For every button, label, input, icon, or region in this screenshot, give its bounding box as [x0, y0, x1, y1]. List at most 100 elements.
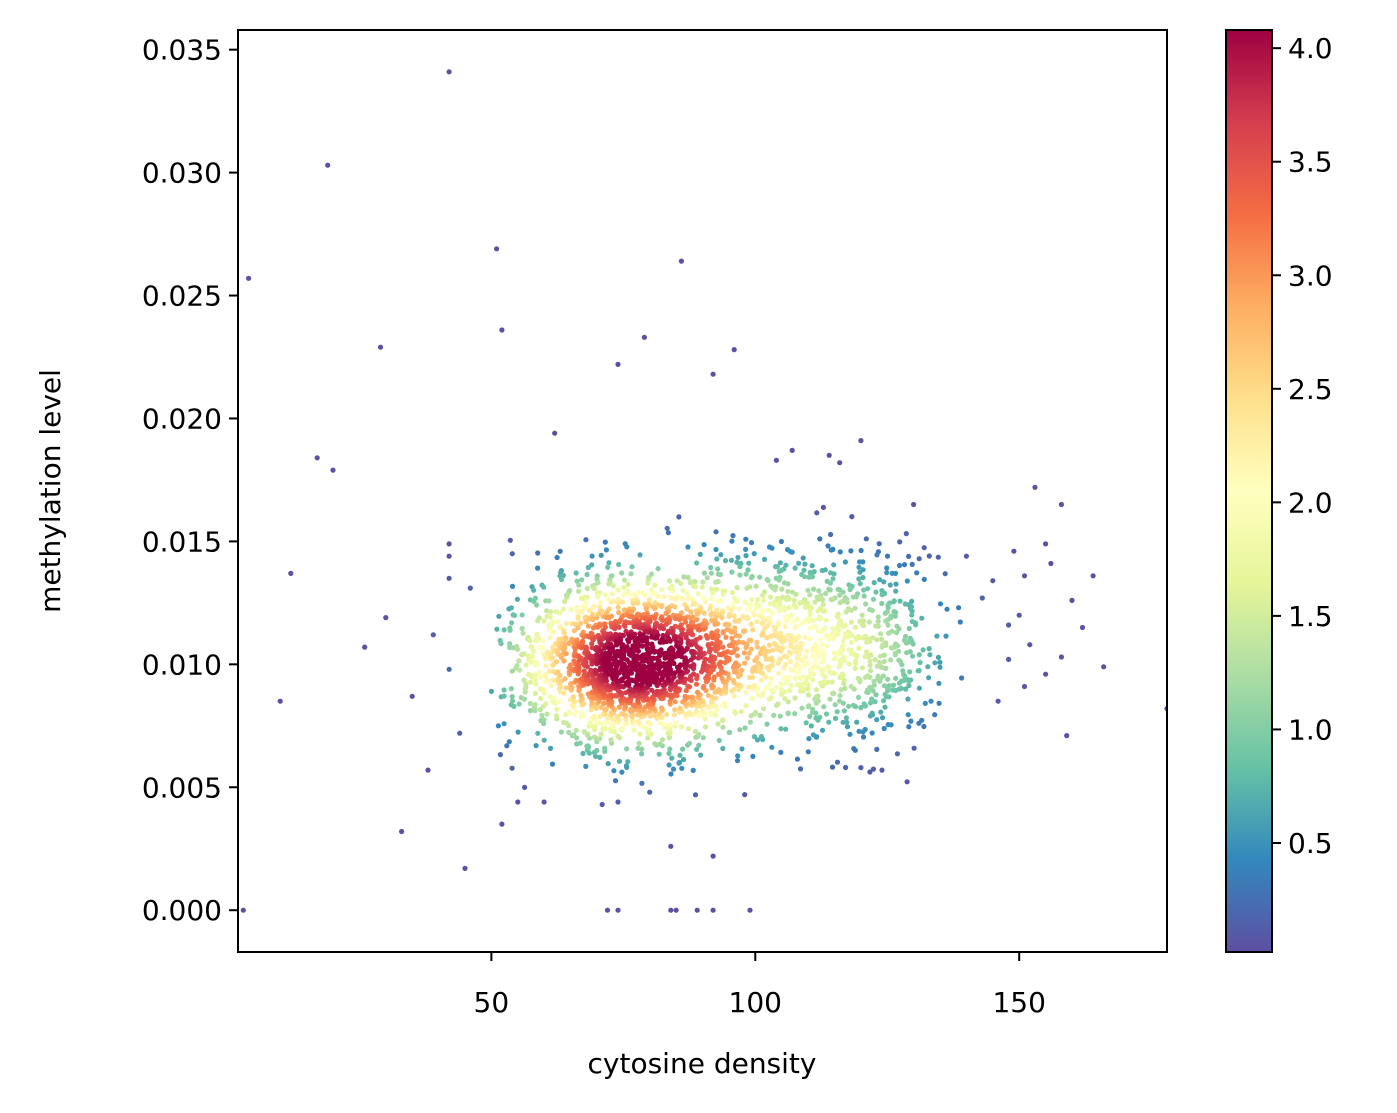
scatter-point: [790, 619, 796, 625]
scatter-point: [734, 758, 741, 764]
scatter-point: [708, 596, 714, 602]
scatter-point: [640, 678, 647, 685]
scatter-point: [578, 710, 585, 716]
scatter-point: [869, 710, 875, 716]
scatter-point: [760, 597, 767, 604]
scatter-point: [832, 715, 839, 722]
scatter-point: [677, 759, 683, 766]
scatter-point: [852, 658, 859, 664]
scatter-point: [1069, 597, 1075, 604]
scatter-point: [498, 641, 504, 647]
scatter-point: [666, 735, 673, 741]
scatter-point: [797, 600, 803, 606]
scatter-point: [936, 700, 942, 706]
scatter-point: [783, 674, 789, 680]
scatter-point: [495, 723, 501, 729]
scatter-point: [734, 585, 740, 591]
scatter-point: [554, 554, 560, 561]
scatter-point: [882, 704, 888, 710]
scatter-point: [746, 637, 752, 643]
scatter-point: [240, 907, 246, 913]
scatter-point: [787, 659, 794, 665]
scatter-point: [702, 599, 709, 605]
scatter-point: [639, 751, 645, 757]
scatter-point: [563, 712, 569, 718]
scatter-point: [806, 618, 812, 625]
scatter-point: [809, 563, 815, 569]
scatter-point: [654, 688, 660, 694]
scatter-point: [615, 713, 621, 720]
scatter-point: [529, 644, 535, 650]
scatter-point: [539, 712, 545, 719]
scatter-point: [668, 843, 674, 849]
scatter-point: [678, 258, 685, 264]
scatter-point: [580, 750, 586, 757]
scatter-point: [621, 584, 627, 590]
scatter-point: [805, 749, 811, 755]
y-tick-label: 0.020: [142, 402, 222, 435]
scatter-point: [728, 557, 735, 563]
scatter-point: [875, 618, 881, 624]
scatter-point: [731, 693, 737, 699]
scatter-point: [652, 675, 658, 681]
scatter-point: [769, 687, 775, 694]
scatter-point: [519, 625, 525, 632]
scatter-point: [617, 638, 623, 644]
scatter-point: [659, 587, 665, 593]
scatter-point: [909, 618, 915, 625]
scatter-point: [893, 675, 899, 682]
scatter-point: [541, 687, 547, 693]
scatter-point: [751, 551, 757, 557]
scatter-point: [837, 600, 843, 606]
scatter-point: [625, 581, 631, 587]
scatter-point: [886, 683, 892, 689]
scatter-point: [608, 599, 614, 605]
scatter-point: [810, 644, 816, 651]
x-axis-ticks: 50 100 150: [474, 952, 1046, 1019]
scatter-point: [655, 566, 661, 572]
scatter-point: [660, 626, 667, 632]
scatter-point: [574, 578, 580, 584]
scatter-point: [571, 703, 577, 709]
scatter-point: [711, 646, 717, 652]
scatter-point: [706, 649, 713, 655]
scatter-point: [574, 604, 580, 611]
scatter-point: [541, 618, 547, 624]
scatter-point: [824, 643, 830, 649]
scatter-point: [668, 649, 674, 656]
scatter-point: [553, 713, 560, 719]
scatter-point: [594, 615, 600, 621]
scatter-point: [915, 668, 921, 674]
scatter-point: [759, 621, 766, 627]
scatter-point: [591, 585, 597, 592]
scatter-point: [644, 680, 651, 686]
scatter-point: [903, 531, 909, 537]
scatter-point: [826, 636, 832, 642]
scatter-point: [788, 666, 794, 672]
scatter-point: [583, 537, 589, 543]
scatter-point: [597, 604, 603, 611]
scatter-point: [1021, 683, 1028, 690]
scatter-point: [720, 644, 726, 650]
scatter-point: [821, 704, 827, 710]
scatter-point: [602, 745, 608, 752]
x-tick-label: 100: [729, 986, 782, 1019]
scatter-point: [576, 662, 582, 669]
scatter-point: [690, 601, 696, 608]
scatter-point: [729, 635, 735, 642]
scatter-point: [802, 634, 809, 640]
scatter-point: [694, 560, 700, 566]
scatter-point: [622, 703, 629, 710]
scatter-point: [735, 554, 741, 561]
scatter-point: [598, 704, 604, 711]
scatter-point: [551, 695, 557, 701]
scatter-point: [926, 675, 932, 681]
scatter-point: [685, 640, 691, 646]
scatter-point: [794, 616, 800, 622]
scatter-point: [660, 617, 666, 624]
scatter-point: [907, 669, 913, 675]
scatter-point: [610, 583, 616, 589]
scatter-points: [240, 69, 1167, 913]
scatter-point: [670, 588, 676, 594]
